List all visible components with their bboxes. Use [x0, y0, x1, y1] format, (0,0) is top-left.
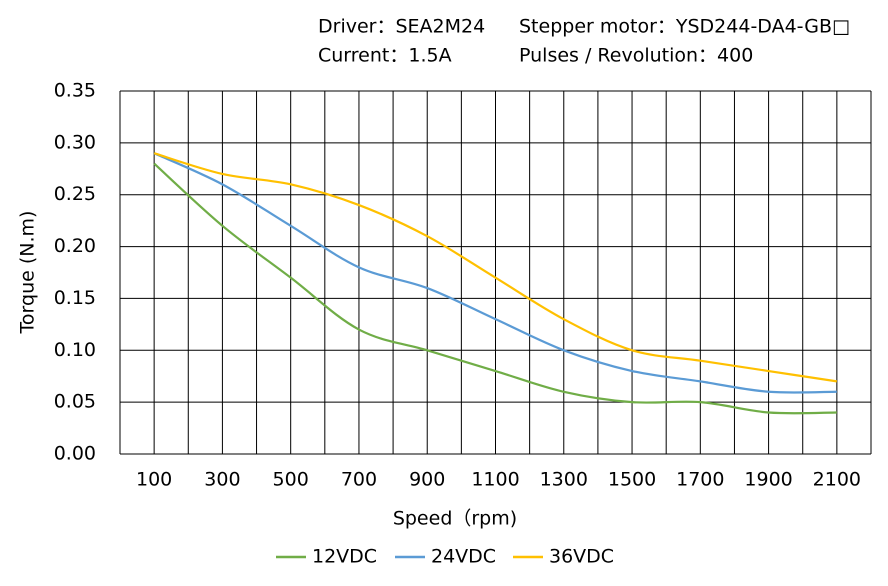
header-text: Stepper motor：YSD244-DA4-GB□ — [519, 16, 850, 38]
legend-label: 12VDC — [312, 546, 377, 568]
x-tick-label: 500 — [273, 469, 309, 491]
x-tick-label: 300 — [204, 469, 240, 491]
header-text: Current：1.5A — [318, 45, 452, 67]
legend-label: 36VDC — [549, 546, 614, 568]
x-tick-label: 900 — [409, 469, 445, 491]
x-tick-label: 1700 — [676, 469, 724, 491]
y-tick-label: 0.30 — [54, 131, 96, 153]
y-tick-label: 0.25 — [54, 183, 96, 205]
y-tick-label: 0.05 — [54, 391, 96, 413]
data-line — [153, 152, 837, 394]
header-text: Pulses / Revolution：400 — [519, 45, 753, 67]
y-tick-label: 0.10 — [54, 339, 96, 361]
x-axis-label: Speed（rpm) — [393, 508, 517, 530]
header-text: Driver：SEA2M24 — [318, 16, 485, 38]
data-line — [153, 152, 838, 383]
y-tick-label: 0.20 — [54, 235, 96, 257]
x-tick-label: 1900 — [744, 469, 792, 491]
x-tick-label: 700 — [341, 469, 377, 491]
y-tick-label: 0.15 — [54, 287, 96, 309]
y-tick-label: 0.00 — [54, 443, 96, 465]
y-tick-label: 0.35 — [54, 80, 96, 102]
legend-label: 24VDC — [431, 546, 496, 568]
x-tick-label: 1100 — [471, 469, 519, 491]
x-tick-label: 2100 — [813, 469, 861, 491]
y-axis-label: Torque (N.m) — [17, 211, 39, 335]
data-line — [153, 162, 837, 415]
x-tick-label: 1300 — [540, 469, 588, 491]
x-tick-label: 100 — [136, 469, 172, 491]
x-tick-label: 1500 — [608, 469, 656, 491]
